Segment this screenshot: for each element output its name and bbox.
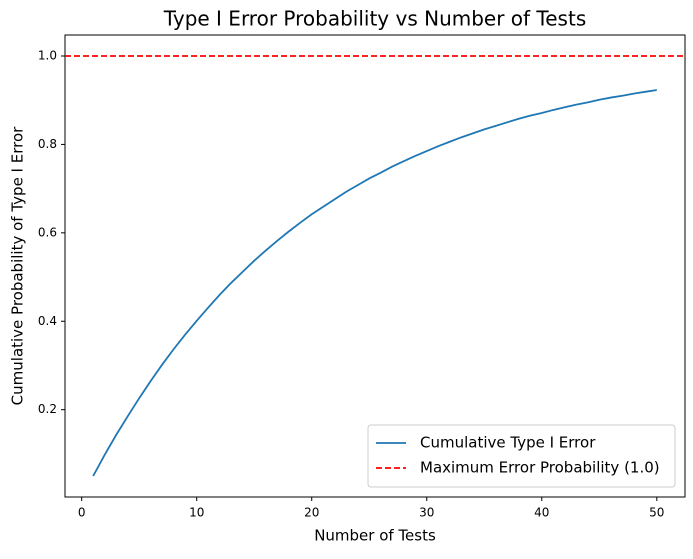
- legend-label: Cumulative Type I Error: [420, 434, 596, 452]
- x-tick-label: 0: [78, 506, 86, 520]
- plot-area: [64, 34, 686, 498]
- data-line: [92, 89, 657, 477]
- x-tick-label: 30: [419, 506, 434, 520]
- y-tick-label: 0.4: [38, 314, 57, 328]
- x-tick-label: 10: [189, 506, 204, 520]
- chart-title: Type I Error Probability vs Number of Te…: [163, 7, 587, 31]
- y-tick-label: 1.0: [38, 49, 57, 63]
- y-tick-label: 0.8: [38, 137, 57, 151]
- legend-label: Maximum Error Probability (1.0): [420, 459, 660, 477]
- x-tick-label: 40: [534, 506, 549, 520]
- x-tick-label: 20: [304, 506, 319, 520]
- x-axis-label: Number of Tests: [314, 527, 436, 545]
- y-tick-label: 0.2: [38, 402, 57, 416]
- y-tick-label: 0.6: [38, 225, 57, 239]
- y-axis-label: Cumulative Probability of Type I Error: [9, 126, 27, 405]
- x-tick-label: 50: [649, 506, 664, 520]
- legend-box: [367, 424, 676, 488]
